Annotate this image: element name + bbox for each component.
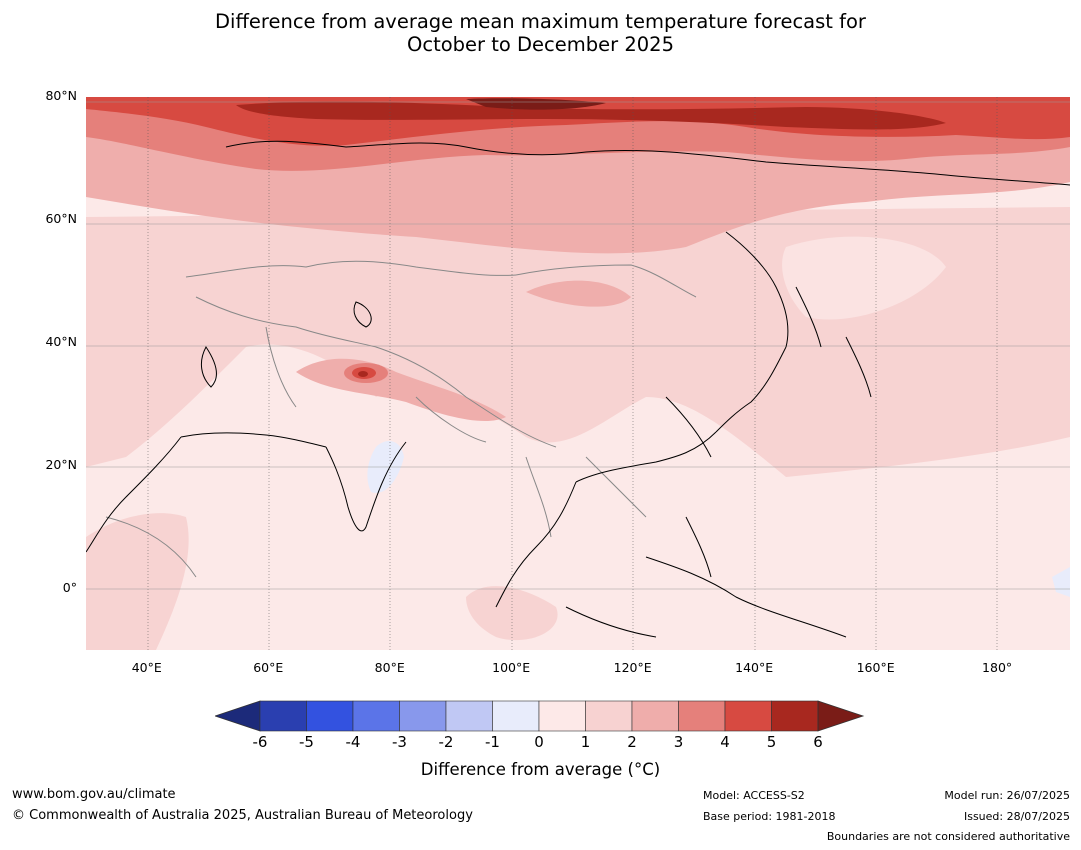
- colorbar-tick-label: 1: [580, 733, 591, 751]
- footer-issued: Issued: 28/07/2025: [963, 810, 1070, 823]
- lat-label: 20°N: [45, 456, 77, 472]
- colorbar-segment: [492, 700, 540, 732]
- graticule: [147, 97, 998, 650]
- hotspot-core: [358, 371, 368, 377]
- lat-label: 0°: [62, 579, 77, 595]
- colorbar-tick-label: -6: [252, 733, 268, 751]
- colorbar-label: Difference from average (°C): [420, 760, 661, 779]
- forecast-map: [86, 97, 1070, 650]
- colorbar-tick-label: -2: [438, 733, 454, 751]
- footer-disclaimer: Boundaries are not considered authoritat…: [826, 830, 1070, 843]
- lon-label: 80°E: [374, 660, 405, 675]
- title-line-2: October to December 2025: [407, 33, 674, 56]
- footer-copyright: © Commonwealth of Australia 2025, Austra…: [12, 808, 473, 823]
- colorbar-segment: [585, 700, 633, 732]
- colorbar-tick-label: 5: [766, 733, 777, 751]
- colorbar-segment: [538, 700, 586, 732]
- lat-label: 60°N: [45, 210, 77, 226]
- anomaly-band-gt6: [466, 98, 606, 110]
- anomaly-band-1-2-africa: [86, 513, 189, 650]
- colorbar-tick-label: 6: [813, 733, 823, 751]
- footer-base-period: Base period: 1981-2018: [703, 810, 836, 823]
- colorbar-segment: [259, 700, 307, 732]
- lon-label: 140°E: [735, 660, 774, 675]
- footer-url: www.bom.gov.au/climate: [12, 787, 176, 802]
- colorbar-tick-label: 0: [534, 733, 544, 751]
- colorbar-segment: [631, 700, 679, 732]
- colorbar-tick-label: 4: [720, 733, 730, 751]
- lon-label: 160°E: [856, 660, 895, 675]
- warm-pocket-east: [782, 236, 946, 320]
- parallels: [86, 101, 1070, 590]
- colorbar-tick-label: -5: [299, 733, 314, 751]
- colorbar-arrow-low: [215, 700, 261, 732]
- cool-pocket-pacific: [1052, 567, 1070, 597]
- lon-label: 40°E: [131, 660, 162, 675]
- country-boundaries: [105, 260, 697, 578]
- footer-model-run: Model run: 26/07/2025: [944, 789, 1070, 802]
- colorbar-tick-label: -1: [485, 733, 500, 751]
- lon-label: 60°E: [253, 660, 284, 675]
- colorbar-segment: [724, 700, 772, 732]
- colorbar-tick-label: 2: [627, 733, 637, 751]
- map-canvas: [86, 97, 1070, 650]
- colorbar-tick-label: -4: [345, 733, 361, 751]
- coastlines: [86, 140, 1070, 638]
- colorbar-segment: [399, 700, 447, 732]
- title-line-1: Difference from average mean maximum tem…: [215, 10, 866, 33]
- anomaly-band-2-3-mongolia: [526, 280, 631, 307]
- anomaly-band-5-6: [236, 101, 946, 130]
- footer-model: Model: ACCESS-S2: [703, 789, 805, 802]
- colorbar-segment: [352, 700, 400, 732]
- lat-label: 40°N: [45, 333, 77, 349]
- colorbar-segment: [678, 700, 726, 732]
- colorbar-tick-label: -3: [392, 733, 407, 751]
- colorbar-segment: [771, 700, 819, 732]
- lon-label: 100°E: [492, 660, 531, 675]
- lon-label: 180°: [982, 660, 1013, 675]
- colorbar-arrow-high: [817, 700, 865, 732]
- lon-label: 120°E: [613, 660, 652, 675]
- map-title: Difference from average mean maximum tem…: [0, 10, 1081, 56]
- lat-label: 80°N: [45, 88, 77, 103]
- colorbar: [215, 700, 865, 732]
- colorbar-tick-label: 3: [673, 733, 684, 751]
- colorbar-segment: [306, 700, 354, 732]
- colorbar-segment: [445, 700, 493, 732]
